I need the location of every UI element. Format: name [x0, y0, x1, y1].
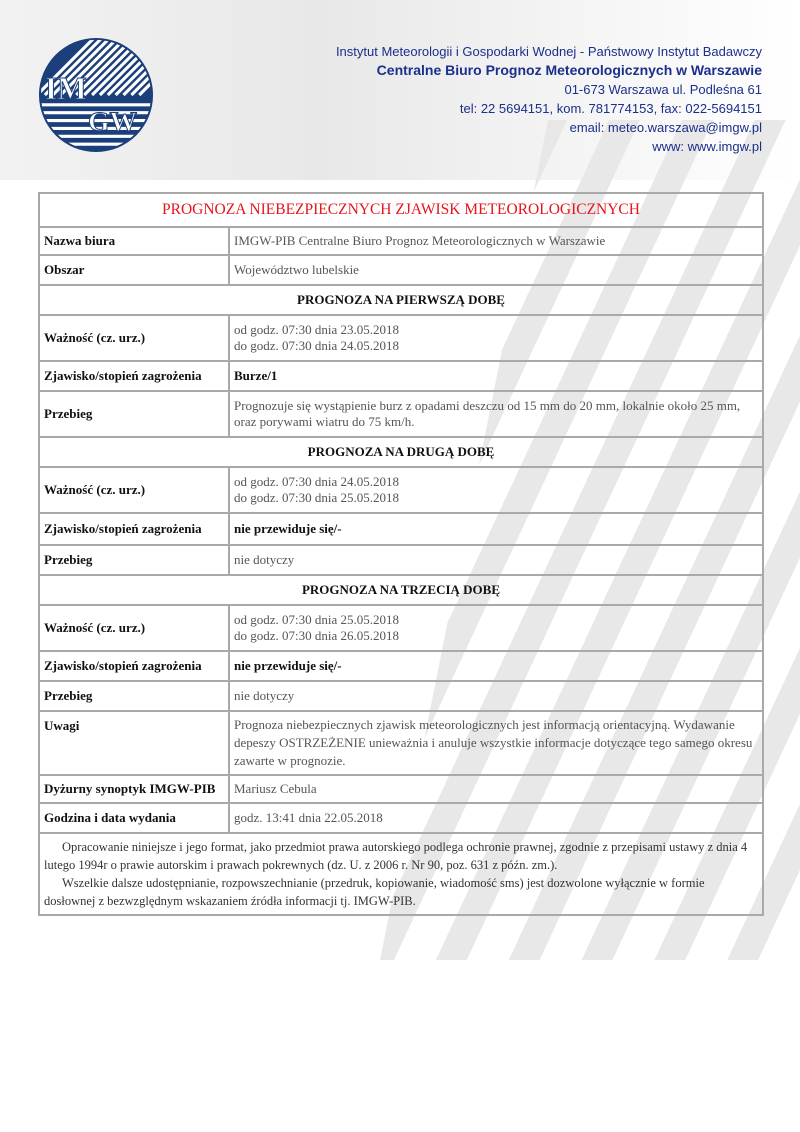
institute-name: Instytut Meteorologii i Gospodarki Wodne…: [335, 44, 762, 59]
issued-label: Godzina i data wydania: [38, 802, 230, 834]
distribution-note: Wszelkie dalsze udostępnianie, rozpowsze…: [44, 876, 705, 908]
office-value: IMGW-PIB Centralne Biuro Prognoz Meteoro…: [228, 226, 764, 256]
address: 01-673 Warszawa ul. Podleśna 61: [564, 82, 762, 97]
phenomenon-value: nie przewiduje się/-: [234, 521, 342, 536]
notes-label: Uwagi: [38, 710, 230, 776]
email-link[interactable]: email: meteo.warszawa@imgw.pl: [569, 120, 762, 135]
course-label: Przebieg: [38, 390, 230, 438]
validity-label: Ważność (cz. urz.): [38, 466, 230, 514]
office-name: Centralne Biuro Prognoz Meteorologicznyc…: [376, 62, 762, 78]
day3-heading: PROGNOZA NA TRZECIĄ DOBĘ: [38, 574, 764, 606]
phenomenon-label: Zjawisko/stopień zagrożenia: [38, 650, 230, 682]
svg-text:IM: IM: [45, 71, 87, 106]
website-link[interactable]: www: www.imgw.pl: [652, 139, 762, 154]
course-value: nie dotyczy: [228, 680, 764, 712]
forecaster-value: Mariusz Cebula: [228, 774, 764, 804]
area-value: Województwo lubelskie: [228, 254, 764, 286]
course-value: nie dotyczy: [228, 544, 764, 576]
phenomenon-label: Zjawisko/stopień zagrożenia: [38, 360, 230, 392]
copyright-note: Opracowanie niniejsze i jego format, jak…: [44, 840, 748, 872]
validity-from: od godz. 07:30 dnia 25.05.2018: [234, 612, 400, 627]
validity-to: do godz. 07:30 dnia 25.05.2018: [234, 490, 400, 505]
phenomenon-value: nie przewiduje się/-: [234, 658, 342, 673]
institute-contact: Instytut Meteorologii i Gospodarki Wodne…: [336, 42, 762, 156]
phone: tel: 22 5694151, kom. 781774153, fax: 02…: [459, 101, 762, 116]
notes-value: Prognoza niebezpiecznych zjawisk meteoro…: [228, 710, 764, 776]
validity-label: Ważność (cz. urz.): [38, 314, 230, 362]
office-label: Nazwa biura: [38, 226, 230, 256]
issued-value: godz. 13:41 dnia 22.05.2018: [228, 802, 764, 834]
validity-to: do godz. 07:30 dnia 26.05.2018: [234, 628, 400, 643]
validity-from: od godz. 07:30 dnia 23.05.2018: [234, 322, 400, 337]
validity-to: do godz. 07:30 dnia 24.05.2018: [234, 338, 400, 353]
copyright-footer: Opracowanie niniejsze i jego format, jak…: [38, 832, 764, 916]
imgw-logo: IM GW: [38, 37, 154, 153]
validity-from: od godz. 07:30 dnia 24.05.2018: [234, 474, 400, 489]
forecaster-label: Dyżurny synoptyk IMGW-PIB: [38, 774, 230, 804]
course-label: Przebieg: [38, 544, 230, 576]
day1-heading: PROGNOZA NA PIERWSZĄ DOBĘ: [38, 284, 764, 316]
course-label: Przebieg: [38, 680, 230, 712]
forecast-table: PROGNOZA NIEBEZPIECZNYCH ZJAWISK METEORO…: [38, 192, 764, 916]
validity-label: Ważność (cz. urz.): [38, 604, 230, 652]
phenomenon-value: Burze/1: [234, 368, 278, 383]
course-value: Prognozuje się wystąpienie burz z opadam…: [228, 390, 764, 438]
svg-text:GW: GW: [88, 105, 137, 136]
phenomenon-label: Zjawisko/stopień zagrożenia: [38, 512, 230, 546]
day2-heading: PROGNOZA NA DRUGĄ DOBĘ: [38, 436, 764, 468]
document-title: PROGNOZA NIEBEZPIECZNYCH ZJAWISK METEORO…: [38, 192, 764, 228]
area-label: Obszar: [38, 254, 230, 286]
